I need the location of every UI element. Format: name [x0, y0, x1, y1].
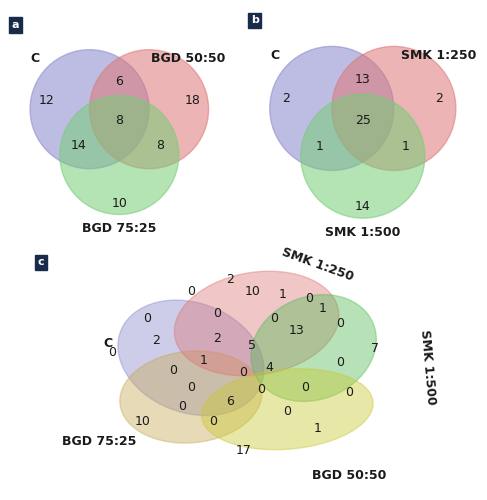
Text: SMK 1:250: SMK 1:250: [401, 50, 477, 62]
Text: C: C: [270, 50, 279, 62]
Text: 0: 0: [213, 307, 221, 320]
Text: SMK 1:250: SMK 1:250: [281, 246, 356, 284]
Text: 1: 1: [279, 288, 287, 300]
Text: 1: 1: [200, 354, 208, 367]
Text: 0: 0: [336, 317, 344, 330]
Ellipse shape: [251, 294, 376, 402]
Text: 2: 2: [435, 92, 443, 106]
Text: 13: 13: [355, 74, 371, 86]
Text: 0: 0: [345, 386, 353, 398]
Text: 18: 18: [185, 94, 201, 106]
Text: BGD 50:50: BGD 50:50: [151, 52, 225, 66]
Ellipse shape: [118, 300, 264, 416]
Text: 7: 7: [371, 342, 379, 354]
Text: 2: 2: [213, 332, 221, 344]
Text: 14: 14: [70, 140, 86, 152]
Text: 0: 0: [143, 312, 151, 325]
Circle shape: [30, 50, 149, 168]
Text: 0: 0: [178, 400, 186, 413]
Circle shape: [332, 46, 456, 170]
Circle shape: [301, 94, 425, 218]
Text: 17: 17: [236, 444, 251, 458]
Text: 2: 2: [226, 273, 234, 286]
Text: 1: 1: [316, 140, 324, 153]
Text: b: b: [251, 16, 259, 26]
Text: C: C: [30, 52, 39, 66]
Circle shape: [90, 50, 208, 168]
Text: C: C: [103, 336, 112, 349]
Text: a: a: [12, 20, 19, 30]
Text: 0: 0: [169, 364, 177, 376]
Text: 1: 1: [318, 302, 326, 316]
Text: 14: 14: [355, 200, 371, 212]
Text: 0: 0: [305, 292, 313, 306]
Text: SMK 1:500: SMK 1:500: [418, 330, 437, 406]
Text: 10: 10: [135, 415, 150, 428]
Text: BGD 75:25: BGD 75:25: [62, 434, 136, 448]
Text: 0: 0: [336, 356, 344, 369]
Text: 13: 13: [288, 324, 304, 338]
Text: 0: 0: [209, 415, 217, 428]
Text: SMK 1:500: SMK 1:500: [325, 226, 400, 239]
Text: c: c: [37, 258, 44, 268]
Text: 0: 0: [283, 405, 291, 418]
Text: BGD 75:25: BGD 75:25: [82, 222, 156, 234]
Ellipse shape: [174, 271, 339, 376]
Text: 25: 25: [355, 114, 371, 127]
Text: 0: 0: [270, 312, 278, 325]
Text: 0: 0: [240, 366, 247, 379]
Text: 12: 12: [38, 94, 54, 106]
Circle shape: [270, 46, 394, 170]
Text: 8: 8: [115, 114, 123, 127]
Text: 4: 4: [266, 361, 274, 374]
Text: 0: 0: [187, 380, 195, 394]
Text: 0: 0: [108, 346, 116, 360]
Text: 1: 1: [402, 140, 410, 153]
Text: 2: 2: [152, 334, 160, 347]
Text: 0: 0: [187, 285, 195, 298]
Text: 2: 2: [282, 92, 290, 106]
Text: BGD 50:50: BGD 50:50: [312, 469, 386, 482]
Text: 6: 6: [226, 396, 234, 408]
Text: 10: 10: [244, 285, 260, 298]
Circle shape: [60, 96, 179, 214]
Text: 0: 0: [257, 383, 265, 396]
Text: 0: 0: [301, 380, 309, 394]
Text: 10: 10: [112, 196, 127, 209]
Text: 5: 5: [248, 339, 256, 352]
Text: 8: 8: [156, 140, 165, 152]
Ellipse shape: [202, 369, 373, 450]
Ellipse shape: [120, 351, 262, 443]
Text: 1: 1: [314, 422, 322, 436]
Text: 6: 6: [115, 75, 123, 88]
